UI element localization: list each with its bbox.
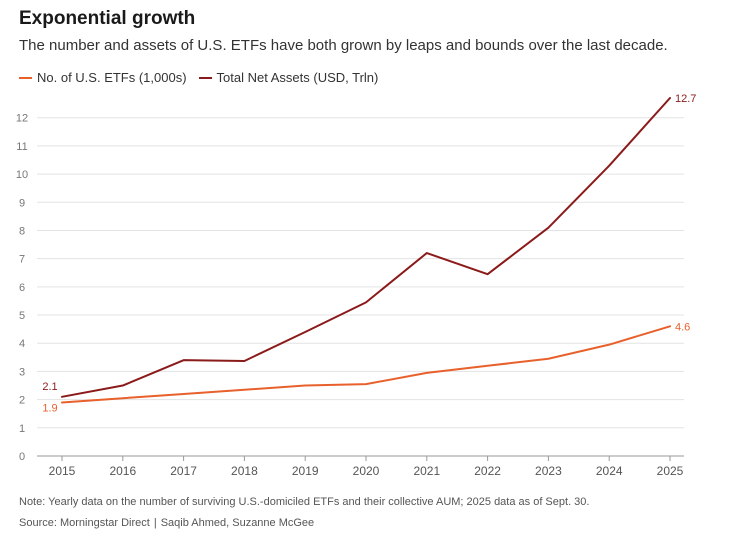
series-line-net-assets xyxy=(61,97,671,398)
x-tick-label-2021: 2021 xyxy=(413,464,440,478)
x-tick-label-2016: 2016 xyxy=(109,464,136,478)
y-tick-label-1: 1 xyxy=(19,423,25,435)
y-tick-label-5: 5 xyxy=(19,310,25,322)
legend: No. of U.S. ETFs (1,000s) Total Net Asse… xyxy=(19,70,390,85)
y-tick-label-11: 11 xyxy=(16,141,27,153)
x-axis-ticks: 2015 2016 2017 2018 2019 2020 2021 2022 2023 2024… xyxy=(49,456,684,478)
y-tick-label-2: 2 xyxy=(19,395,25,407)
y-tick-label-12: 12 xyxy=(16,113,28,125)
y-tick-label-9: 9 xyxy=(19,197,25,209)
data-labels: 1.9 4.6 2.1 12.7 xyxy=(42,93,696,414)
x-tick-label-2024: 2024 xyxy=(596,464,623,478)
x-tick-label-2018: 2018 xyxy=(231,464,258,478)
x-tick-label-2019: 2019 xyxy=(292,464,319,478)
start-label-etf-count: 1.9 xyxy=(42,402,57,414)
x-tick-label-2015: 2015 xyxy=(49,464,76,478)
y-tick-label-6: 6 xyxy=(19,282,25,294)
y-tick-label-7: 7 xyxy=(19,254,25,266)
legend-label-etf-count: No. of U.S. ETFs (1,000s) xyxy=(37,70,187,85)
legend-swatch-net-assets xyxy=(198,76,212,79)
x-tick-label-2017: 2017 xyxy=(170,464,197,478)
end-label-etf-count: 4.6 xyxy=(675,321,690,333)
source-line: Source: Morningstar Direct | Saqib Ahmed, … xyxy=(19,517,314,529)
series-lines xyxy=(61,97,671,404)
x-tick-label-2022: 2022 xyxy=(474,464,501,478)
y-tick-label-3: 3 xyxy=(19,366,25,378)
y-tick-label-8: 8 xyxy=(19,225,25,237)
legend-swatch-etf-count xyxy=(19,76,32,79)
legend-label-net-assets: Total Net Assets (USD, Trln) xyxy=(216,70,379,85)
legend-item-net-assets: Total Net Assets (USD, Trln) xyxy=(198,70,379,85)
footnote: Note: Yearly data on the number of survi… xyxy=(19,496,590,508)
x-tick-label-2020: 2020 xyxy=(353,464,380,478)
source-text: Source: Morningstar Direct xyxy=(19,517,150,529)
chart-subtitle: The number and assets of U.S. ETFs have … xyxy=(19,37,668,54)
source-authors: Saqib Ahmed, Suzanne McGee xyxy=(160,517,315,529)
legend-item-etf-count: No. of U.S. ETFs (1,000s) xyxy=(19,70,187,85)
source-separator: | xyxy=(153,517,157,529)
series-line-etf-count xyxy=(61,325,671,404)
x-tick-label-2023: 2023 xyxy=(535,464,562,478)
y-tick-label-10: 10 xyxy=(16,169,28,181)
y-tick-label-4: 4 xyxy=(19,338,25,350)
gridlines xyxy=(37,117,684,457)
y-tick-label-0: 0 xyxy=(19,451,25,463)
start-label-net-assets: 2.1 xyxy=(42,381,57,393)
x-tick-label-2025: 2025 xyxy=(657,464,684,478)
end-label-net-assets: 12.7 xyxy=(675,93,696,105)
chart-title: Exponential growth xyxy=(19,8,196,29)
